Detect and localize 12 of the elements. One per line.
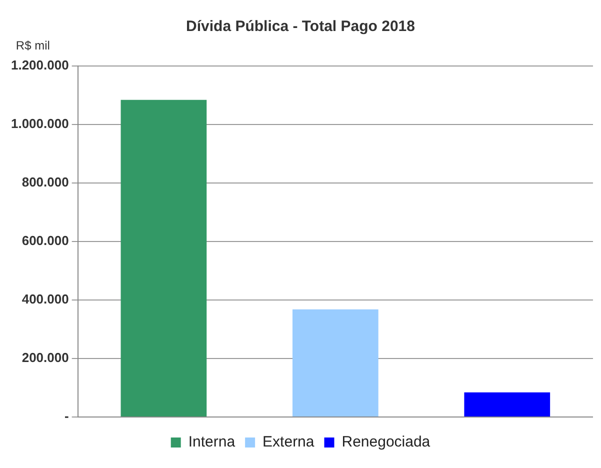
chart-title: Dívida Pública - Total Pago 2018 [186,18,415,36]
y-tick-label: - [64,408,69,424]
y-tick-label: 200.000 [22,350,69,366]
y-tick-label: 600.000 [22,233,69,248]
y-tick-label: 400.000 [22,292,69,307]
legend-label: Renegociada [342,434,431,451]
y-tick-label: 800.000 [22,174,69,190]
y-tick-label: 1.000.000 [10,116,69,132]
legend-label: Externa [262,434,315,451]
y-axis-title: R$ mil [16,38,50,52]
legend-label: Interna [188,434,236,451]
y-tick-label: 1.200.000 [10,58,69,73]
